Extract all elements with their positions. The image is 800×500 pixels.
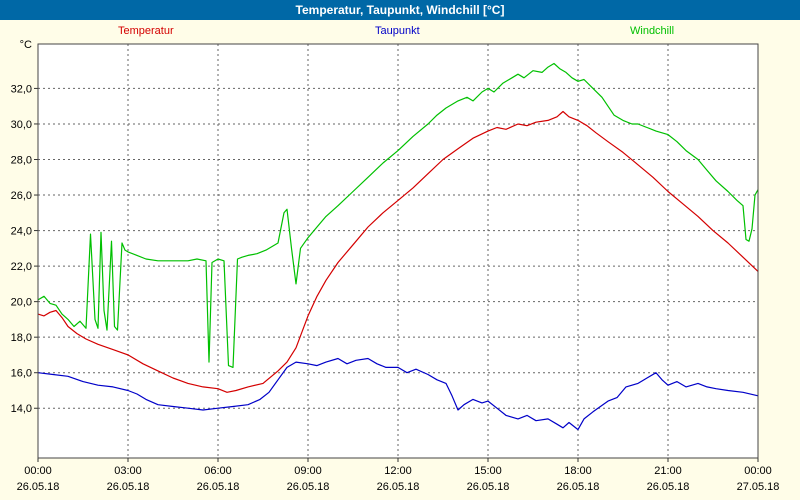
legend-temperatur: Temperatur (118, 25, 174, 37)
svg-text:00:00: 00:00 (24, 465, 52, 477)
svg-text:16,0: 16,0 (11, 368, 32, 380)
svg-text:26.05.18: 26.05.18 (287, 481, 330, 493)
svg-text:24,0: 24,0 (11, 226, 32, 238)
legend-windchill: Windchill (630, 25, 675, 37)
svg-text:26.05.18: 26.05.18 (17, 481, 60, 493)
svg-text:26,0: 26,0 (11, 190, 32, 202)
svg-text:30,0: 30,0 (11, 119, 32, 131)
chart-area: Temperatur Taupunkt Windchill 32,0 30,0 28… (0, 20, 800, 500)
svg-text:06:00: 06:00 (204, 465, 232, 477)
svg-text:09:00: 09:00 (294, 465, 322, 477)
svg-text:18:00: 18:00 (564, 465, 592, 477)
svg-text:26.05.18: 26.05.18 (197, 481, 240, 493)
svg-text:03:00: 03:00 (114, 465, 142, 477)
svg-text:26.05.18: 26.05.18 (557, 481, 600, 493)
svg-text:20,0: 20,0 (11, 297, 32, 309)
title-bar: Temperatur, Taupunkt, Windchill [°C] (0, 0, 800, 20)
svg-text:28,0: 28,0 (11, 154, 32, 166)
svg-text:32,0: 32,0 (11, 83, 32, 95)
legend-taupunkt: Taupunkt (375, 25, 420, 37)
chart-title: Temperatur, Taupunkt, Windchill [°C] (295, 3, 505, 17)
svg-text:26.05.18: 26.05.18 (107, 481, 150, 493)
svg-text:26.05.18: 26.05.18 (647, 481, 690, 493)
svg-text:26.05.18: 26.05.18 (467, 481, 510, 493)
svg-text:27.05.18: 27.05.18 (737, 481, 780, 493)
chart-plot: 32,0 30,0 28,0 26,0 24,0 22,0 20,0 18,0 16,0 14,0… (11, 39, 780, 493)
svg-text:15:00: 15:00 (474, 465, 502, 477)
svg-text:12:00: 12:00 (384, 465, 412, 477)
svg-text:°C: °C (20, 39, 32, 51)
svg-text:14,0: 14,0 (11, 403, 32, 415)
svg-text:22,0: 22,0 (11, 261, 32, 273)
svg-text:00:00: 00:00 (744, 465, 772, 477)
svg-text:21:00: 21:00 (654, 465, 682, 477)
svg-text:26.05.18: 26.05.18 (377, 481, 420, 493)
svg-text:18,0: 18,0 (11, 332, 32, 344)
